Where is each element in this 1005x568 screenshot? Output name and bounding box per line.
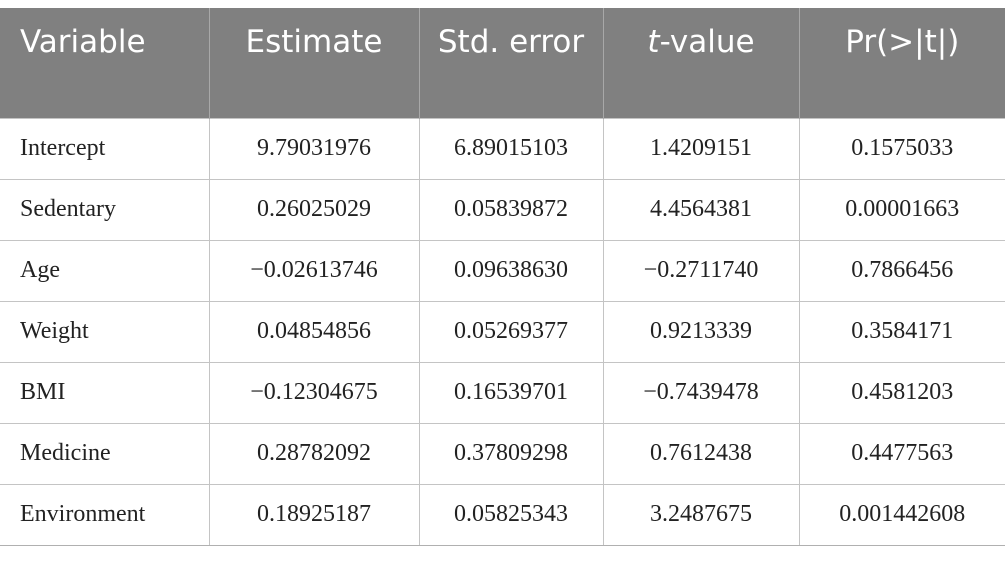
table-row: Sedentary 0.26025029 0.05839872 4.456438… [0, 178, 1005, 241]
cell-std-error: 0.05839872 [418, 178, 604, 241]
cell-std-error: 0.16539701 [418, 361, 604, 424]
cell-estimate: 0.28782092 [208, 422, 420, 485]
cell-variable: Intercept [0, 117, 210, 180]
header-estimate: Estimate [208, 8, 419, 118]
table-row: Medicine 0.28782092 0.37809298 0.7612438… [0, 422, 1005, 485]
regression-table: Variable Estimate Std. error t-value Pr(… [0, 8, 1005, 546]
header-p-value: Pr(>|t|) [798, 8, 1005, 118]
cell-std-error: 6.89015103 [418, 117, 604, 180]
header-variable: Variable [0, 8, 209, 118]
cell-p-value: 0.001442608 [798, 483, 1005, 546]
cell-t-value: −0.2711740 [602, 239, 800, 302]
cell-std-error: 0.05825343 [418, 483, 604, 546]
table-row: Intercept 9.79031976 6.89015103 1.420915… [0, 117, 1005, 180]
header-row: Variable Estimate Std. error t-value Pr(… [0, 8, 1005, 118]
header-t-value-rest: -value [659, 24, 755, 60]
cell-p-value: 0.3584171 [798, 300, 1005, 363]
cell-estimate: 0.18925187 [208, 483, 420, 546]
cell-estimate: 9.79031976 [208, 117, 420, 180]
cell-variable: BMI [0, 361, 210, 424]
cell-t-value: 0.7612438 [602, 422, 800, 485]
cell-estimate: 0.26025029 [208, 178, 420, 241]
cell-t-value: 3.2487675 [602, 483, 800, 546]
cell-t-value: 1.4209151 [602, 117, 800, 180]
cell-p-value: 0.1575033 [798, 117, 1005, 180]
cell-estimate: 0.04854856 [208, 300, 420, 363]
cell-p-value: 0.00001663 [798, 178, 1005, 241]
cell-p-value: 0.7866456 [798, 239, 1005, 302]
cell-variable: Age [0, 239, 210, 302]
header-std-error: Std. error [418, 8, 603, 118]
cell-p-value: 0.4477563 [798, 422, 1005, 485]
cell-t-value: −0.7439478 [602, 361, 800, 424]
table-row: Weight 0.04854856 0.05269377 0.9213339 0… [0, 300, 1005, 363]
cell-t-value: 4.4564381 [602, 178, 800, 241]
header-t-value: t-value [602, 8, 799, 118]
cell-variable: Sedentary [0, 178, 210, 241]
cell-variable: Environment [0, 483, 210, 546]
header-t-value-italic: t [647, 24, 660, 60]
cell-std-error: 0.09638630 [418, 239, 604, 302]
cell-estimate: −0.12304675 [208, 361, 420, 424]
table-row: Age −0.02613746 0.09638630 −0.2711740 0.… [0, 239, 1005, 302]
table-body: Intercept 9.79031976 6.89015103 1.420915… [0, 117, 1005, 546]
table-row: BMI −0.12304675 0.16539701 −0.7439478 0.… [0, 361, 1005, 424]
table-header: Variable Estimate Std. error t-value Pr(… [0, 8, 1005, 118]
table-row: Environment 0.18925187 0.05825343 3.2487… [0, 483, 1005, 546]
cell-std-error: 0.37809298 [418, 422, 604, 485]
cell-p-value: 0.4581203 [798, 361, 1005, 424]
cell-variable: Medicine [0, 422, 210, 485]
cell-estimate: −0.02613746 [208, 239, 420, 302]
cell-variable: Weight [0, 300, 210, 363]
cell-t-value: 0.9213339 [602, 300, 800, 363]
cell-std-error: 0.05269377 [418, 300, 604, 363]
